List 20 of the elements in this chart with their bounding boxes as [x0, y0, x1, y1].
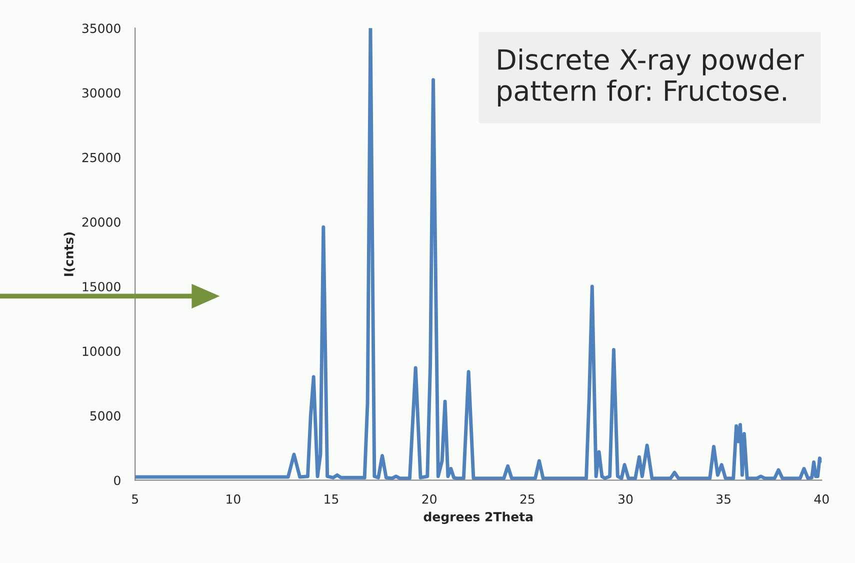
y-tick-label: 25000: [82, 152, 120, 162]
x-tick-label: 20: [422, 494, 436, 504]
x-tick-label: 5: [132, 494, 138, 504]
y-tick-label: 35000: [82, 24, 120, 34]
y-tick-label: 0: [114, 476, 120, 486]
y-tick-label: 5000: [90, 411, 120, 421]
y-tick-label: 15000: [82, 282, 120, 292]
y-tick-label: 20000: [82, 217, 120, 227]
line-series: [135, 28, 822, 480]
x-tick-label: 30: [618, 494, 633, 504]
x-axis-title: degrees 2Theta: [424, 512, 533, 524]
y-tick-label: 10000: [82, 346, 120, 356]
x-tick-label: 10: [226, 494, 240, 504]
annotation: Discrete X-ray powder pattern for: Fructose.: [498, 48, 804, 106]
y-tick-label: 30000: [82, 88, 120, 98]
x-tick-label: 35: [716, 494, 730, 504]
x-tick-label: 15: [324, 494, 338, 504]
x-tick-label: 25: [520, 494, 534, 504]
x-tick-label: 40: [814, 494, 829, 504]
y-axis-title: I(cnts): [64, 232, 75, 276]
